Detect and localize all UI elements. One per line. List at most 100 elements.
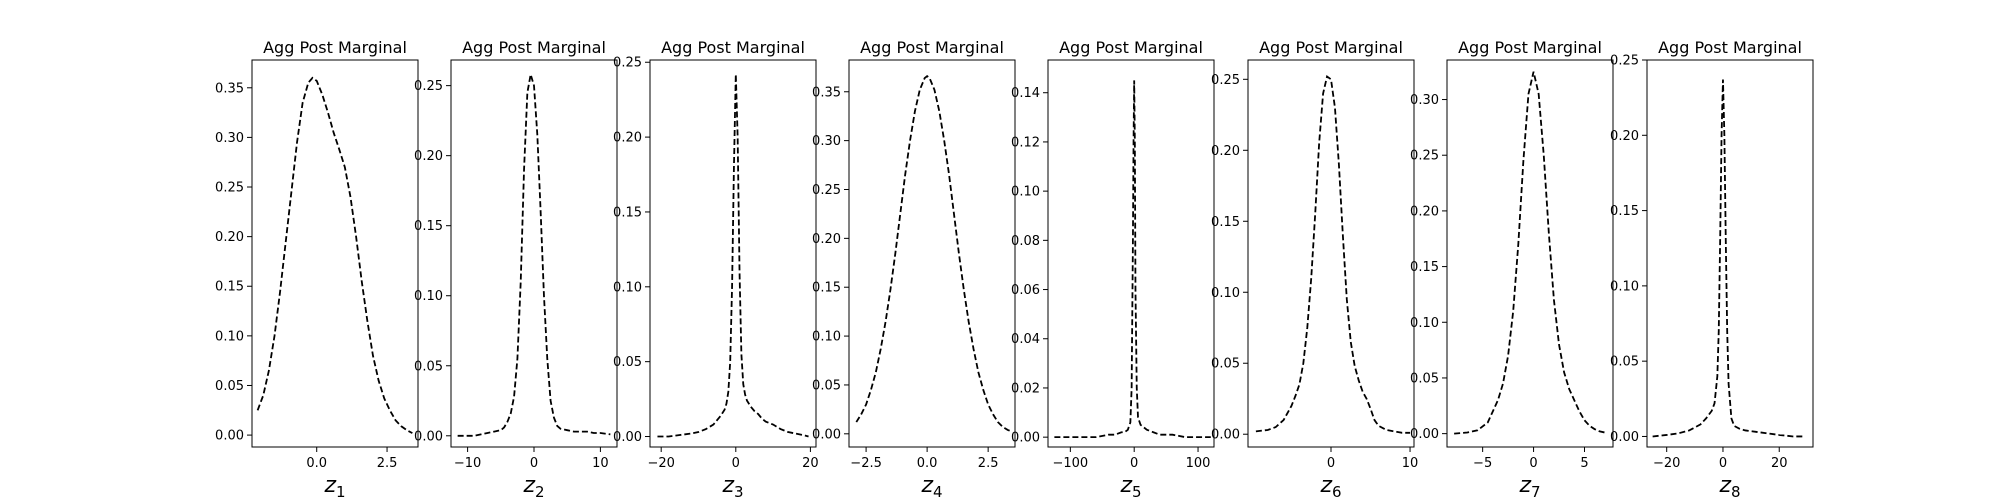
subplot-4-ytick-label: 0.20 [812,232,841,247]
subplot-4: 0.00 0.05 0.10 0.15 0.20 0.25 0.30 0.35 −2.5 0.0 2… [812,38,1016,500]
subplot-5: 0.00 0.02 0.04 0.06 0.08 0.10 0.12 0.14 −100 0 100… [1011,38,1215,500]
subplot-8-xlabel: z8 [1718,473,1740,500]
subplot-8-ytick-label: 0.10 [1610,279,1639,294]
subplot-4-ytick-label: 0.35 [812,85,841,100]
subplot-5-xtick-label: 0 [1130,456,1138,471]
subplot-2-xtick-label: 0 [530,456,538,471]
subplot-3-xtick-label: 0 [732,456,740,471]
subplot-1-xtick-label: 2.5 [377,456,398,471]
subplot-2-ytick-label: 0.20 [414,149,443,164]
subplot-4-density-line [855,74,1011,432]
subplot-3-axes-frame [649,59,817,448]
subplot-8-xtick-label: 20 [1771,456,1788,471]
subplot-panels: 0.000.050.100.150.200.250.300.350.0 2.5Ag… [215,38,1814,500]
subplot-2-ytick-label: 0.05 [414,359,443,374]
subplot-1-ytick-label: 0.15 [215,280,244,295]
subplot-3-ytick-label: 0.05 [613,355,642,370]
subplot-8-xtick-label: 0 [1719,456,1727,471]
subplot-7-ytick-label: 0.20 [1410,204,1439,219]
subplot-3-ytick-label: 0.00 [613,430,642,445]
subplot-4-title: Agg Post Marginal [860,38,1004,57]
subplot-2-xtick-label: 10 [592,456,609,471]
subplot-5-xtick-label: 100 [1186,456,1211,471]
subplot-5-xlabel: z5 [1119,473,1141,500]
subplot-2-xlabel: z2 [522,473,544,500]
subplot-4-ytick-label: 0.15 [812,281,841,296]
subplot-1-axes-frame [251,59,419,448]
subplot-7-ytick-label: 0.10 [1410,316,1439,331]
subplot-3: 0.00 0.05 0.10 0.15 0.20 0.25 −20 0 20 Agg Post M… [613,38,819,500]
subplot-2-ytick-label: 0.00 [414,429,443,444]
subplot-4-ytick-label: 0.25 [812,183,841,198]
subplot-6-ytick-label: 0.15 [1211,215,1240,230]
subplot-3-ytick-label: 0.20 [613,131,642,146]
subplot-4-xlabel: z4 [920,473,942,500]
subplot-8-ytick-label: 0.20 [1610,129,1639,144]
subplot-7-xtick-label: −5 [1473,456,1492,471]
subplot-1-title: Agg Post Marginal [263,38,407,57]
subplot-3-xtick-label: 20 [802,456,819,471]
subplot-6-xtick-label: 0 [1327,456,1335,471]
subplot-8-ytick-label: 0.25 [1610,54,1639,69]
subplot-3-title: Agg Post Marginal [661,38,805,57]
subplot-1-ytick-label: 0.20 [215,230,244,245]
subplot-2-density-line [457,74,611,437]
subplot-6-title: Agg Post Marginal [1259,38,1403,57]
subplot-8-axes-frame [1646,59,1814,448]
subplot-5-ytick-label: 0.10 [1011,185,1040,200]
subplot-4-ytick-label: 0.05 [812,378,841,393]
subplot-7-ytick-label: 0.15 [1410,260,1439,275]
subplot-5-ytick-label: 0.06 [1011,283,1040,298]
subplot-8-title: Agg Post Marginal [1658,38,1802,57]
subplot-5-ytick-label: 0.00 [1011,431,1040,446]
subplot-7-ytick-label: 0.05 [1410,371,1439,386]
subplot-7: 0.00 0.05 0.10 0.15 0.20 0.25 0.30 −5 0 5 Agg Post… [1410,38,1614,500]
subplot-7-axes-frame [1446,59,1614,448]
subplot-7-xlabel: z7 [1518,473,1540,500]
subplot-3-xlabel: z3 [721,473,743,500]
subplot-5-ytick-label: 0.04 [1011,332,1040,347]
subplot-1-density-line [256,76,413,434]
subplot-6-ytick-label: 0.20 [1211,144,1240,159]
subplot-6-ytick-label: 0.05 [1211,357,1240,372]
subplot-7-density-line [1454,71,1606,435]
subplot-3-ytick-label: 0.15 [613,205,642,220]
subplot-1-ytick-label: 0.00 [215,429,244,444]
subplot-7-ytick-label: 0.25 [1410,149,1439,164]
subplot-6-xtick-label: 10 [1402,456,1419,471]
subplot-5-ytick-label: 0.14 [1011,86,1040,101]
subplot-5-ytick-label: 0.08 [1011,234,1040,249]
subplot-3-xtick-label: −20 [647,456,674,471]
subplot-6-density-line [1255,74,1411,434]
subplot-7-title: Agg Post Marginal [1458,38,1602,57]
subplot-4-ytick-label: 0.30 [812,134,841,149]
subplot-2-ytick-label: 0.25 [414,79,443,94]
subplot-4-ytick-label: 0.10 [812,330,841,345]
subplot-6-ytick-label: 0.10 [1211,286,1240,301]
subplot-3-ytick-label: 0.25 [613,56,642,71]
subplot-1-ytick-label: 0.30 [215,131,244,146]
subplot-4-xtick-label: 2.5 [978,456,999,471]
subplot-8-ytick-label: 0.05 [1610,355,1639,370]
subplot-4-axes-frame [848,59,1016,448]
subplot-5-density-line [1054,80,1211,439]
subplot-8: 0.00 0.05 0.10 0.15 0.20 0.25 −20 0 20 Agg Post M… [1610,38,1814,500]
subplot-5-xtick-label: −100 [1052,456,1088,471]
subplot-7-xtick-label: 5 [1580,456,1588,471]
subplot-6-ytick-label: 0.25 [1211,73,1240,88]
subplot-2-title: Agg Post Marginal [462,38,606,57]
subplot-7-xtick-label: 0 [1529,456,1537,471]
subplot-5-title: Agg Post Marginal [1059,38,1203,57]
subplot-6: 0.00 0.05 0.10 0.15 0.20 0.25 0 10 Agg Post Marg… [1211,38,1418,500]
subplot-7-ytick-label: 0.30 [1410,93,1439,108]
subplot-1-ytick-label: 0.25 [215,181,244,196]
subplot-8-ytick-label: 0.00 [1610,430,1639,445]
subplot-1-ytick-label: 0.05 [215,379,244,394]
subplot-8-density-line [1652,79,1805,438]
subplot-2-ytick-label: 0.15 [414,219,443,234]
subplot-1: 0.00 0.05 0.10 0.15 0.20 0.25 0.30 0.35 0.0 2.5 Ag… [215,38,419,500]
subplot-6-xlabel: z6 [1319,473,1341,500]
subplot-8-xtick-label: −20 [1653,456,1680,471]
